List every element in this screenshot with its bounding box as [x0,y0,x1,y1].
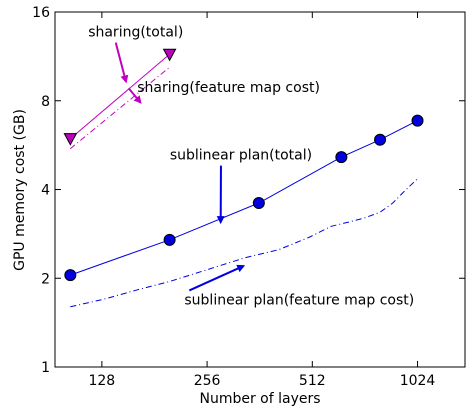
x-axis-ticks: 128 256 512 1024 [88,12,435,389]
annotation-arrow [114,42,129,84]
data-point [63,133,78,146]
x-tick-label: 512 [299,373,326,389]
y-tick-label: 4 [41,183,50,199]
x-axis-label: Number of layers [199,391,320,407]
annotation-layer: sharing(total) sharing(feature map cost) s… [88,25,414,309]
data-point [374,133,387,146]
y-tick-label: 8 [41,94,50,110]
annotation-label: sublinear plan(feature map cost) [184,292,414,308]
y-tick-label: 2 [41,271,50,287]
series-layer [63,48,424,308]
x-tick-label: 1024 [400,373,436,389]
series-line-sharing-total [69,53,170,140]
y-tick-label: 16 [32,5,50,21]
series-line-sublinear-feature [70,178,418,308]
annotation-label: sharing(total) [88,25,183,41]
y-tick-label: 1 [41,360,50,376]
series-line-sharing-feature [69,66,170,150]
annotation-label: sublinear plan(total) [170,148,312,164]
data-point [64,269,77,282]
data-point [252,196,265,209]
series-line-sublinear-total [70,120,418,276]
annotation-label: sharing(feature map cost) [137,80,320,96]
annotation-arrow [127,87,142,104]
data-point [163,233,176,246]
x-tick-label: 256 [194,373,221,389]
data-point [411,114,424,127]
data-point [335,151,348,164]
data-point [162,48,177,62]
plot-area-frame [54,11,466,368]
y-axis-ticks: 1 2 4 8 16 [32,5,465,376]
annotation-arrow [188,264,246,292]
x-tick-label: 128 [88,373,115,389]
y-axis-label: GPU memory cost (GB) [12,109,28,271]
